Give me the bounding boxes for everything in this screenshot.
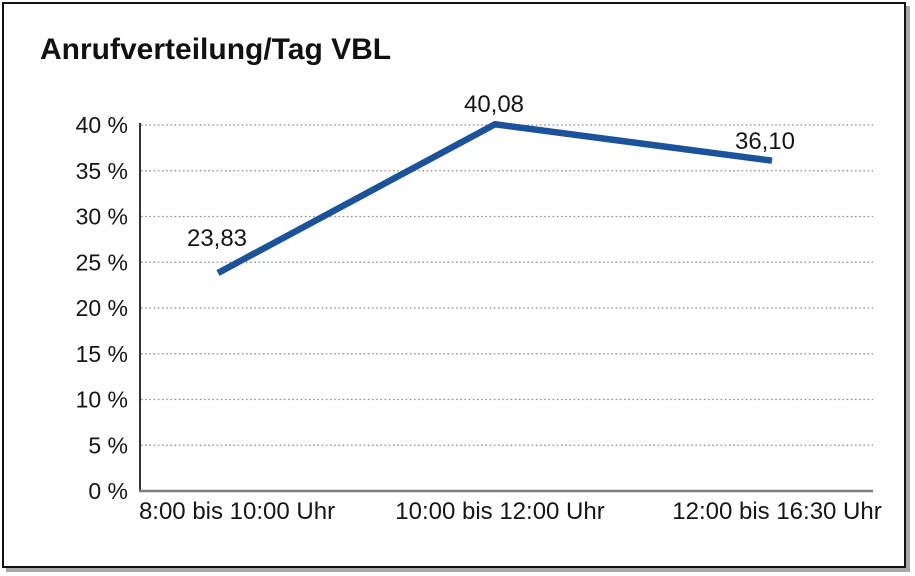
y-tick-label: 5 % [88, 432, 128, 458]
data-value-label: 23,83 [187, 225, 247, 252]
data-value-label: 40,08 [464, 91, 524, 118]
y-tick-label: 15 % [76, 341, 128, 367]
x-tick-label: 8:00 bis 10:00 Uhr [139, 498, 335, 525]
y-tick-label: 25 % [76, 249, 128, 275]
data-series-line [216, 121, 773, 276]
chart-frame [2, 2, 906, 568]
y-tick-label: 10 % [76, 387, 128, 413]
y-tick-label: 35 % [76, 158, 128, 184]
y-tick-label: 30 % [76, 204, 128, 230]
x-tick-label: 10:00 bis 12:00 Uhr [395, 498, 604, 525]
data-value-label: 36,10 [735, 128, 795, 155]
x-tick-label: 12:00 bis 16:30 Uhr [672, 498, 881, 525]
y-tick-label: 20 % [76, 295, 128, 321]
y-tick-label: 40 % [76, 112, 128, 138]
y-tick-label: 0 % [88, 478, 128, 504]
chart-title: Anrufverteilung/Tag VBL [40, 33, 392, 66]
